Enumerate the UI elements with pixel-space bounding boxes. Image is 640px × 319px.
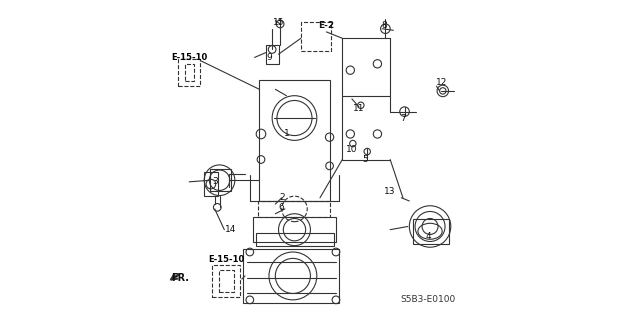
Bar [258,201,330,217]
Text: 4: 4 [426,232,431,241]
Text: 5: 5 [362,155,367,164]
Bar [218,270,234,292]
Text: 14: 14 [225,225,236,234]
Text: 2: 2 [279,193,285,202]
Bar [301,22,331,51]
Text: E-2: E-2 [318,21,335,30]
Bar [253,217,336,242]
Bar [259,80,330,201]
Bar [256,233,334,246]
Text: 9: 9 [266,53,272,62]
Bar [186,64,194,81]
Text: FR.: FR. [171,272,189,283]
Bar [212,265,240,297]
Text: E-15-10: E-15-10 [208,256,244,264]
Bar [243,249,339,303]
Bar [413,219,449,244]
Text: 7: 7 [400,114,406,122]
Text: 1: 1 [284,130,289,138]
Bar [266,45,278,64]
Text: 13: 13 [385,187,396,196]
Text: 3: 3 [212,177,218,186]
Bar [204,172,218,196]
Text: E-15-10: E-15-10 [171,53,207,62]
Bar [178,59,200,86]
Text: 8: 8 [381,21,387,30]
Bar [210,169,230,191]
Text: 11: 11 [353,104,364,113]
Text: 15: 15 [273,18,284,27]
Text: 12: 12 [436,78,447,87]
Text: S5B3-E0100: S5B3-E0100 [401,295,456,304]
Text: 6: 6 [279,203,285,212]
Text: 10: 10 [346,145,358,154]
